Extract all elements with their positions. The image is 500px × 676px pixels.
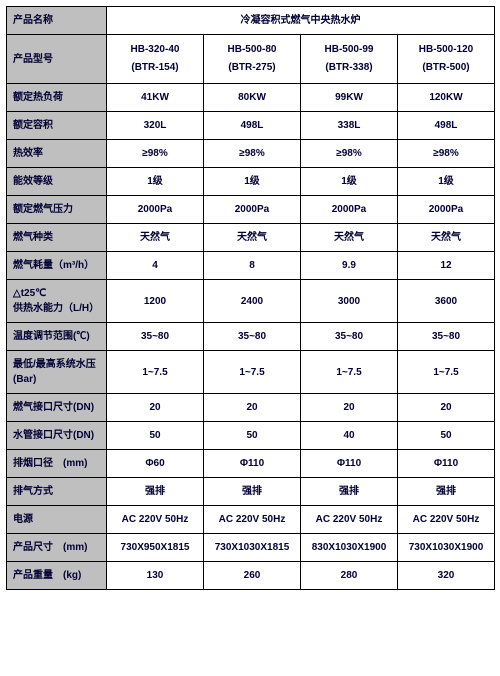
row-label-16: 产品重量 (kg) <box>7 562 107 590</box>
cell-4-0: 2000Pa <box>107 196 204 224</box>
cell-13-2: 强排 <box>301 478 398 506</box>
cell-2-2: ≥98% <box>301 140 398 168</box>
cell-9-3: 1~7.5 <box>398 351 495 394</box>
cell-16-1: 260 <box>204 562 301 590</box>
row-label-8: 温度调节范围(℃) <box>7 323 107 351</box>
cell-10-0: 20 <box>107 394 204 422</box>
cell-10-2: 20 <box>301 394 398 422</box>
cell-11-0: 50 <box>107 422 204 450</box>
cell-11-2: 40 <box>301 422 398 450</box>
product-name-value: 冷凝容积式燃气中央热水炉 <box>107 7 495 35</box>
row-label-3: 能效等级 <box>7 168 107 196</box>
cell-6-3: 12 <box>398 252 495 280</box>
cell-1-3: 498L <box>398 112 495 140</box>
cell-13-3: 强排 <box>398 478 495 506</box>
cell-12-3: Φ110 <box>398 450 495 478</box>
cell-0-2: 99KW <box>301 84 398 112</box>
cell-16-0: 130 <box>107 562 204 590</box>
row-label-0: 额定热负荷 <box>7 84 107 112</box>
cell-14-2: AC 220V 50Hz <box>301 506 398 534</box>
cell-7-1: 2400 <box>204 280 301 323</box>
cell-14-3: AC 220V 50Hz <box>398 506 495 534</box>
row-label-9: 最低/最高系统水压(Bar) <box>7 351 107 394</box>
model-3: HB-500-120(BTR-500) <box>398 35 495 84</box>
cell-15-3: 730X1030X1900 <box>398 534 495 562</box>
model-1: HB-500-80(BTR-275) <box>204 35 301 84</box>
cell-0-1: 80KW <box>204 84 301 112</box>
row-label-15: 产品尺寸 (mm) <box>7 534 107 562</box>
cell-11-3: 50 <box>398 422 495 450</box>
cell-12-0: Φ60 <box>107 450 204 478</box>
cell-8-1: 35~80 <box>204 323 301 351</box>
row-label-11: 水管接口尺寸(DN) <box>7 422 107 450</box>
row-label-6: 燃气耗量（m³/h） <box>7 252 107 280</box>
cell-4-2: 2000Pa <box>301 196 398 224</box>
cell-3-2: 1级 <box>301 168 398 196</box>
cell-2-1: ≥98% <box>204 140 301 168</box>
row-label-5: 燃气种类 <box>7 224 107 252</box>
cell-15-2: 830X1030X1900 <box>301 534 398 562</box>
cell-14-1: AC 220V 50Hz <box>204 506 301 534</box>
cell-5-2: 天然气 <box>301 224 398 252</box>
cell-14-0: AC 220V 50Hz <box>107 506 204 534</box>
row-label-12: 排烟口径 (mm) <box>7 450 107 478</box>
model-0: HB-320-40(BTR-154) <box>107 35 204 84</box>
row-label-4: 额定燃气压力 <box>7 196 107 224</box>
cell-15-0: 730X950X1815 <box>107 534 204 562</box>
cell-15-1: 730X1030X1815 <box>204 534 301 562</box>
cell-1-0: 320L <box>107 112 204 140</box>
cell-13-1: 强排 <box>204 478 301 506</box>
cell-4-3: 2000Pa <box>398 196 495 224</box>
cell-3-3: 1级 <box>398 168 495 196</box>
cell-16-3: 320 <box>398 562 495 590</box>
cell-3-0: 1级 <box>107 168 204 196</box>
row-label-14: 电源 <box>7 506 107 534</box>
spec-table: 产品名称冷凝容积式燃气中央热水炉产品型号HB-320-40(BTR-154)HB… <box>6 6 495 590</box>
cell-12-1: Φ110 <box>204 450 301 478</box>
cell-0-0: 41KW <box>107 84 204 112</box>
cell-4-1: 2000Pa <box>204 196 301 224</box>
cell-10-3: 20 <box>398 394 495 422</box>
cell-1-1: 498L <box>204 112 301 140</box>
model-label: 产品型号 <box>7 35 107 84</box>
cell-9-2: 1~7.5 <box>301 351 398 394</box>
cell-3-1: 1级 <box>204 168 301 196</box>
cell-5-1: 天然气 <box>204 224 301 252</box>
cell-5-3: 天然气 <box>398 224 495 252</box>
cell-6-2: 9.9 <box>301 252 398 280</box>
model-2: HB-500-99(BTR-338) <box>301 35 398 84</box>
cell-9-1: 1~7.5 <box>204 351 301 394</box>
row-label-10: 燃气接口尺寸(DN) <box>7 394 107 422</box>
cell-16-2: 280 <box>301 562 398 590</box>
cell-6-1: 8 <box>204 252 301 280</box>
cell-5-0: 天然气 <box>107 224 204 252</box>
row-label-7: △t25℃供热水能力（L/H） <box>7 280 107 323</box>
cell-7-0: 1200 <box>107 280 204 323</box>
cell-7-2: 3000 <box>301 280 398 323</box>
cell-7-3: 3600 <box>398 280 495 323</box>
cell-8-3: 35~80 <box>398 323 495 351</box>
row-label-2: 热效率 <box>7 140 107 168</box>
cell-2-0: ≥98% <box>107 140 204 168</box>
cell-9-0: 1~7.5 <box>107 351 204 394</box>
cell-2-3: ≥98% <box>398 140 495 168</box>
cell-13-0: 强排 <box>107 478 204 506</box>
row-label-13: 排气方式 <box>7 478 107 506</box>
cell-0-3: 120KW <box>398 84 495 112</box>
cell-1-2: 338L <box>301 112 398 140</box>
row-label-1: 额定容积 <box>7 112 107 140</box>
cell-12-2: Φ110 <box>301 450 398 478</box>
cell-11-1: 50 <box>204 422 301 450</box>
cell-10-1: 20 <box>204 394 301 422</box>
cell-8-0: 35~80 <box>107 323 204 351</box>
cell-6-0: 4 <box>107 252 204 280</box>
product-name-label: 产品名称 <box>7 7 107 35</box>
cell-8-2: 35~80 <box>301 323 398 351</box>
